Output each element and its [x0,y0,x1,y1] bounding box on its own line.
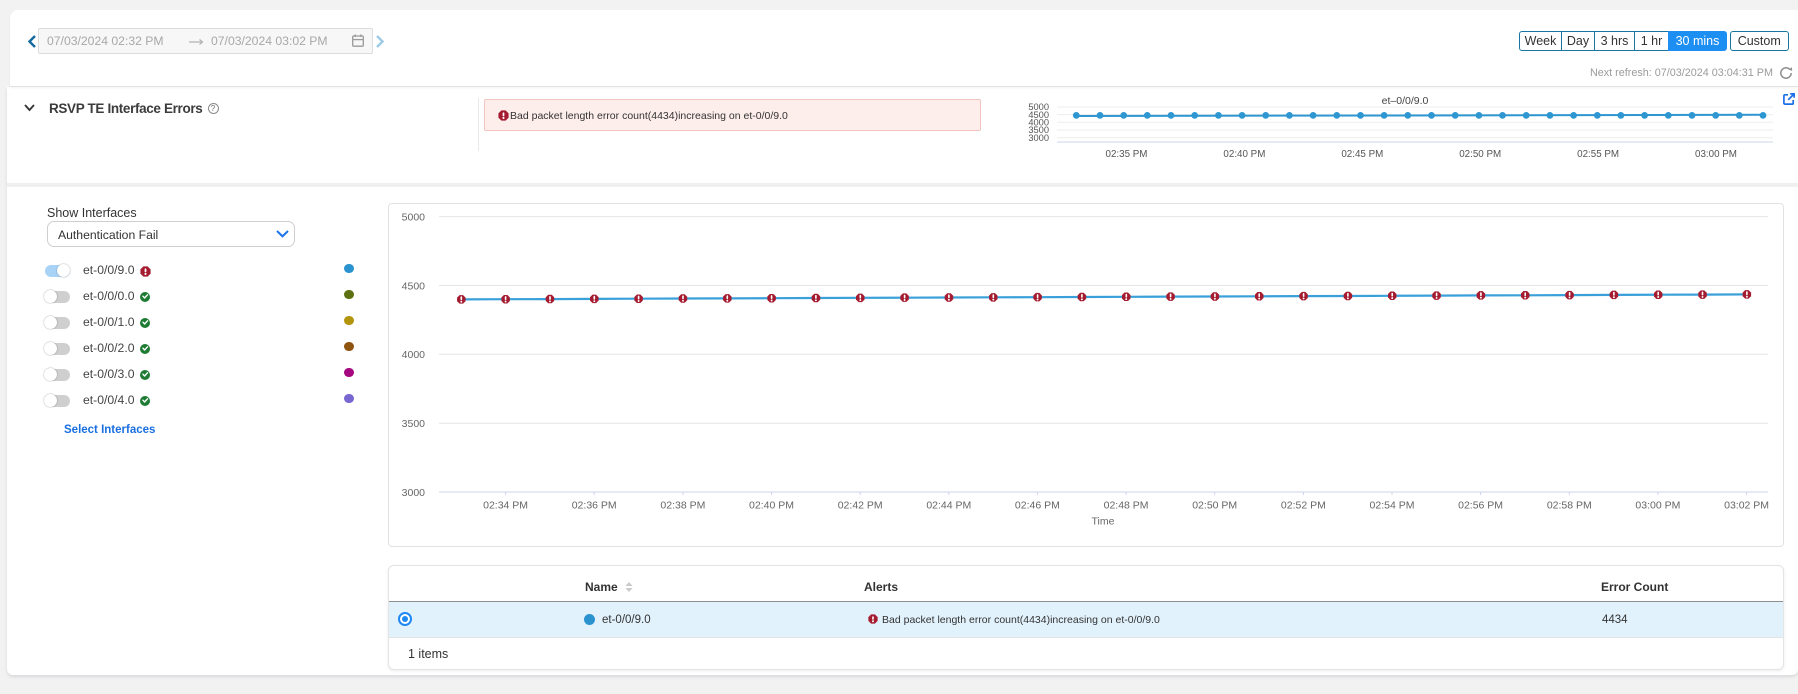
svg-text:02:45 PM: 02:45 PM [1341,149,1383,160]
svg-text:02:50 PM: 02:50 PM [1459,149,1501,160]
svg-text:02:50 PM: 02:50 PM [1192,500,1237,512]
svg-text:02:58 PM: 02:58 PM [1547,500,1592,512]
svg-text:02:46 PM: 02:46 PM [1015,500,1060,512]
svg-text:4000: 4000 [1028,117,1049,127]
svg-text:5000: 5000 [402,211,426,223]
svg-text:02:52 PM: 02:52 PM [1281,500,1326,512]
svg-text:03:00 PM: 03:00 PM [1695,149,1737,160]
svg-text:02:42 PM: 02:42 PM [838,500,883,512]
svg-text:3500: 3500 [402,418,426,430]
svg-text:03:02 PM: 03:02 PM [1724,500,1769,512]
svg-text:02:44 PM: 02:44 PM [926,500,971,512]
svg-text:et–0/0/9.0: et–0/0/9.0 [1382,95,1429,107]
svg-text:02:34 PM: 02:34 PM [483,500,528,512]
svg-text:02:55 PM: 02:55 PM [1577,149,1619,160]
svg-text:02:38 PM: 02:38 PM [660,500,705,512]
svg-text:02:35 PM: 02:35 PM [1106,149,1148,160]
svg-text:3000: 3000 [1028,133,1049,143]
svg-text:4500: 4500 [1028,110,1049,120]
svg-text:3500: 3500 [1028,125,1049,135]
svg-text:02:54 PM: 02:54 PM [1370,500,1415,512]
svg-text:Time: Time [1092,516,1115,528]
svg-text:02:56 PM: 02:56 PM [1458,500,1503,512]
svg-text:4500: 4500 [402,280,426,292]
svg-text:03:00 PM: 03:00 PM [1635,500,1680,512]
svg-text:5000: 5000 [1028,102,1049,112]
svg-text:02:36 PM: 02:36 PM [572,500,617,512]
svg-text:02:48 PM: 02:48 PM [1104,500,1149,512]
svg-text:02:40 PM: 02:40 PM [1223,149,1265,160]
svg-text:4000: 4000 [402,349,426,361]
svg-text:02:40 PM: 02:40 PM [749,500,794,512]
svg-text:3000: 3000 [402,487,426,499]
